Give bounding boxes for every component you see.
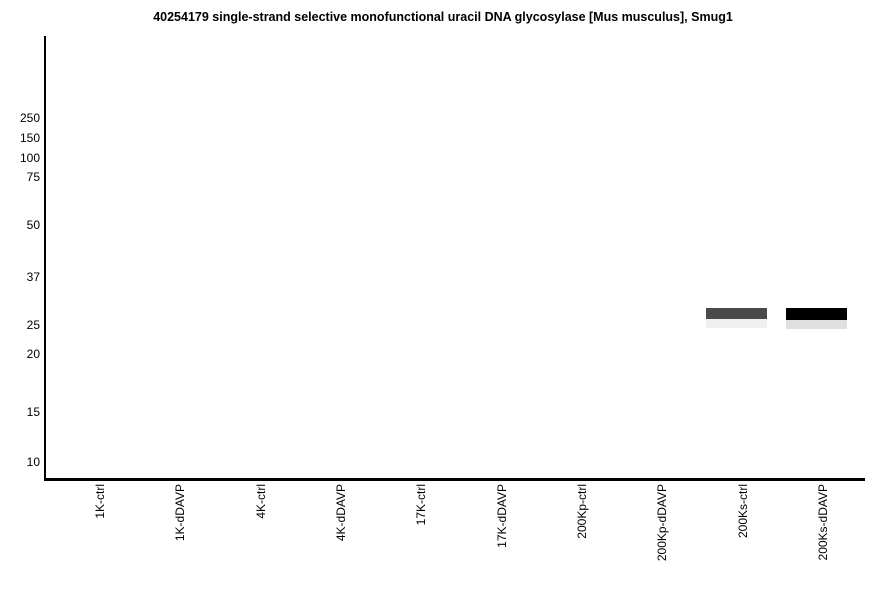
y-tick-label: 15 [26,405,40,419]
x-axis-line [44,478,865,481]
y-tick-label: 50 [26,218,40,232]
x-lane-label: 4K-dDAVP [333,484,348,542]
y-tick-label: 25 [26,318,40,332]
x-lane-label: 200Kp-ctrl [574,484,589,539]
y-tick-label: 150 [19,131,40,145]
blot-band-underlay [785,320,847,329]
x-lane-label: 1K-dDAVP [173,484,188,542]
x-lane-label: 17K-dDAVP [494,484,509,548]
blot-band-underlay [705,319,767,328]
y-tick-label: 20 [26,347,40,361]
y-axis-line [44,36,46,481]
blot-band-signal [785,308,847,320]
y-tick-label: 10 [26,455,40,469]
x-lane-label: 200Ks-dDAVP [815,484,830,561]
x-lane-label: 1K-ctrl [93,484,107,519]
blot-band-signal [705,308,767,319]
x-lane-label: 4K-ctrl [253,484,268,519]
chart-title: 40254179 single-strand selective monofun… [153,10,733,24]
y-tick-label: 250 [19,111,40,125]
x-lane-label: 17K-ctrl [414,484,429,526]
y-tick-label: 37 [26,270,40,284]
blot-band [785,308,847,329]
y-tick-label: 75 [26,170,40,184]
x-lane-label: 200Ks-ctrl [735,484,750,539]
blot-band [705,308,767,328]
y-tick-label: 100 [19,151,40,165]
x-lane-label: 200Kp-dDAVP [655,484,670,562]
